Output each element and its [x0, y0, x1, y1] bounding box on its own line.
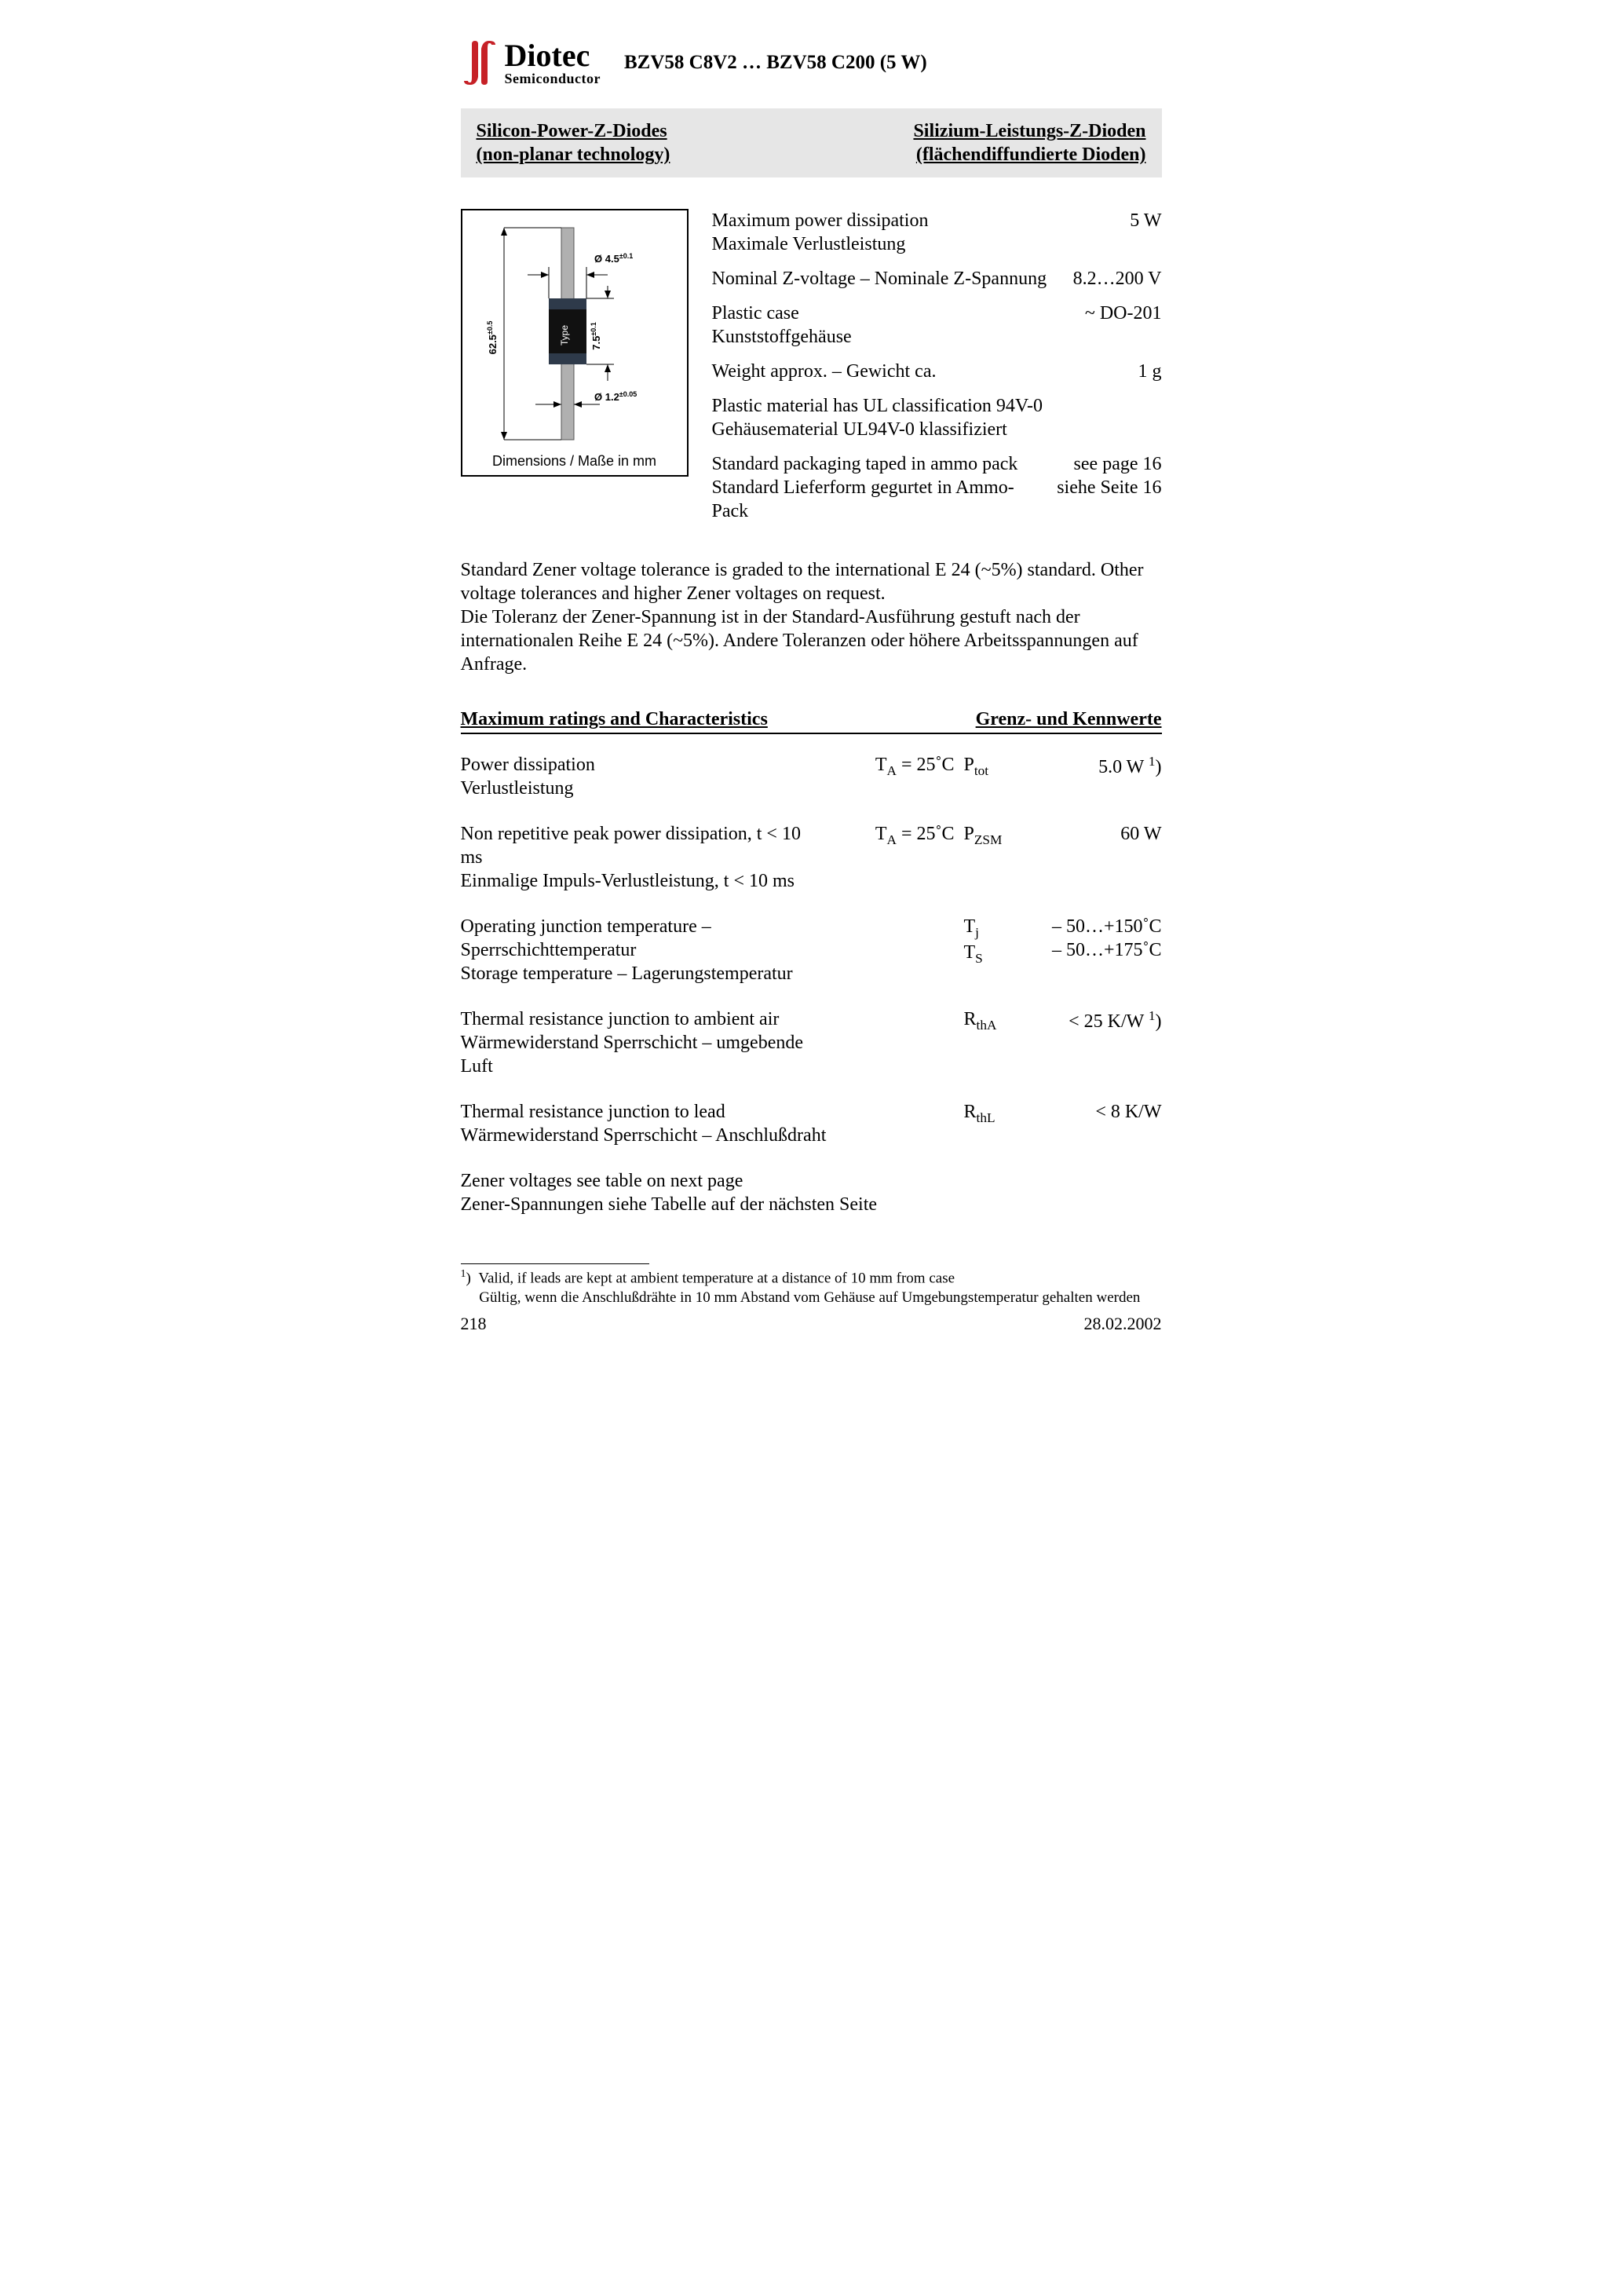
spec-row: Weight approx. – Gewicht ca. 1 g	[712, 360, 1162, 383]
spec-row: Plastic material has UL classification 9…	[712, 394, 1162, 441]
footnote: 1) Valid, if leads are kept at ambient t…	[461, 1267, 1162, 1308]
spec-label-de: Standard Lieferform gegurtet in Ammo-Pac…	[712, 477, 1014, 521]
ratings-row: Non repetitive peak power dissipation, t…	[461, 822, 1162, 893]
rating-symbol: PZSM	[964, 822, 1035, 848]
spec-value: ~ DO-201	[1085, 302, 1162, 325]
spec-label: Plastic material has UL classification 9…	[712, 396, 1043, 416]
paragraph-en: Standard Zener voltage tolerance is grad…	[461, 560, 1144, 604]
spec-label: Plastic case	[712, 303, 799, 324]
rating-value: < 25 K/W 1)	[1044, 1007, 1162, 1033]
diode-drawing: Type 62.5±0.5 Ø 4.5±0.1	[473, 220, 677, 448]
ratings-heading: Maximum ratings and Characteristics Gren…	[461, 707, 1162, 734]
band-right-1: Silizium-Leistungs-Z-Dioden	[913, 119, 1145, 143]
package-diagram: Type 62.5±0.5 Ø 4.5±0.1	[461, 209, 689, 477]
spec-area: Type 62.5±0.5 Ø 4.5±0.1	[461, 209, 1162, 523]
rating-symbol: RthL	[964, 1100, 1035, 1126]
tolerance-paragraph: Standard Zener voltage tolerance is grad…	[461, 558, 1162, 676]
paragraph-de: Die Toleranz der Zener-Spannung ist in d…	[461, 607, 1138, 675]
footnote-en: Valid, if leads are kept at ambient temp…	[478, 1270, 955, 1286]
ratings-row: Power dissipationVerlustleistung TA = 25˚…	[461, 753, 1162, 800]
spec-label-de: Maximale Verlustleistung	[712, 234, 906, 254]
spec-row: Nominal Z-voltage – Nominale Z-Spannung …	[712, 267, 1162, 291]
rating-label: Thermal resistance junction to ambient a…	[461, 1007, 827, 1078]
rating-value: 60 W	[1044, 822, 1162, 846]
spec-label: Nominal Z-voltage – Nominale Z-Spannung	[712, 269, 1047, 289]
ratings-head-left: Maximum ratings and Characteristics	[461, 707, 768, 731]
ratings-row: Operating junction temperature – Sperrsc…	[461, 915, 1162, 985]
spec-value-de: siehe Seite 16	[1057, 477, 1161, 498]
ratings-row: Thermal resistance junction to ambient a…	[461, 1007, 1162, 1078]
rating-condition: TA = 25˚C	[837, 822, 955, 848]
svg-text:62.5±0.5: 62.5±0.5	[486, 321, 499, 355]
band-right-2: (flächendiffundierte Dioden)	[913, 143, 1145, 166]
rating-value: – 50…+150˚C– 50…+175˚C	[1044, 915, 1162, 962]
rating-label: Non repetitive peak power dissipation, t…	[461, 822, 827, 893]
rating-value: < 8 K/W	[1044, 1100, 1162, 1124]
spec-value: see page 16	[1074, 454, 1162, 474]
page-number: 218	[461, 1313, 487, 1335]
svg-text:7.5±0.1: 7.5±0.1	[590, 322, 602, 350]
band-left-1: Silicon-Power-Z-Diodes	[477, 119, 670, 143]
svg-text:Type: Type	[559, 325, 570, 345]
zener-note-en: Zener voltages see table on next page	[461, 1171, 743, 1191]
footnote-de: Gültig, wenn die Anschlußdrähte in 10 mm…	[479, 1289, 1140, 1306]
rating-condition: TA = 25˚C	[837, 753, 955, 779]
spec-row: Standard packaging taped in ammo pack Sta…	[712, 452, 1162, 523]
spec-label: Weight approx. – Gewicht ca.	[712, 361, 937, 382]
rating-value: 5.0 W 1)	[1044, 753, 1162, 779]
rating-label: Power dissipationVerlustleistung	[461, 753, 827, 800]
rating-label: Thermal resistance junction to leadWärme…	[461, 1100, 827, 1147]
rating-symbol: TjTS	[964, 915, 1035, 967]
ratings-row: Thermal resistance junction to leadWärme…	[461, 1100, 1162, 1147]
spec-value: 5 W	[1130, 209, 1161, 232]
spec-label-de: Gehäusematerial UL94V-0 klassifiziert	[712, 419, 1007, 440]
footnote-separator	[461, 1263, 649, 1264]
spec-list: Maximum power dissipation Maximale Verlus…	[712, 209, 1162, 523]
svg-text:Ø 4.5±0.1: Ø 4.5±0.1	[594, 252, 633, 265]
rating-symbol: RthA	[964, 1007, 1035, 1033]
spec-row: Maximum power dissipation Maximale Verlus…	[712, 209, 1162, 256]
band-left-2: (non-planar technology)	[477, 143, 670, 166]
spec-value: 8.2…200 V	[1073, 267, 1162, 291]
spec-value: 1 g	[1138, 360, 1162, 383]
page-footer: 218 28.02.2002	[461, 1313, 1162, 1335]
spec-label-de: Kunststoffgehäuse	[712, 327, 852, 347]
subtitle-band: Silicon-Power-Z-Diodes (non-planar techn…	[461, 108, 1162, 177]
rating-symbol: Ptot	[964, 753, 1035, 779]
spec-label: Maximum power dissipation	[712, 210, 929, 231]
logo-icon	[461, 39, 499, 86]
spec-label: Standard packaging taped in ammo pack	[712, 454, 1018, 474]
spec-row: Plastic case Kunststoffgehäuse ~ DO-201	[712, 302, 1162, 349]
ratings-table: Power dissipationVerlustleistung TA = 25˚…	[461, 753, 1162, 1147]
logo-sub: Semiconductor	[505, 71, 601, 86]
page-header: Diotec Semiconductor BZV58 C8V2 … BZV58 …	[461, 39, 1162, 86]
zener-note-de: Zener-Spannungen siehe Tabelle auf der n…	[461, 1194, 878, 1215]
datasheet-page: Diotec Semiconductor BZV58 C8V2 … BZV58 …	[406, 0, 1217, 1358]
diagram-caption: Dimensions / Maße in mm	[470, 452, 679, 470]
zener-note: Zener voltages see table on next page Ze…	[461, 1169, 1162, 1216]
svg-text:Ø 1.2±0.05: Ø 1.2±0.05	[594, 390, 637, 403]
ratings-head-right: Grenz- und Kennwerte	[976, 707, 1162, 731]
footer-date: 28.02.2002	[1084, 1313, 1162, 1335]
company-logo: Diotec Semiconductor	[461, 39, 601, 86]
document-title: BZV58 C8V2 … BZV58 C200 (5 W)	[624, 50, 927, 75]
logo-brand: Diotec	[505, 40, 601, 71]
rating-label: Operating junction temperature – Sperrsc…	[461, 915, 827, 985]
